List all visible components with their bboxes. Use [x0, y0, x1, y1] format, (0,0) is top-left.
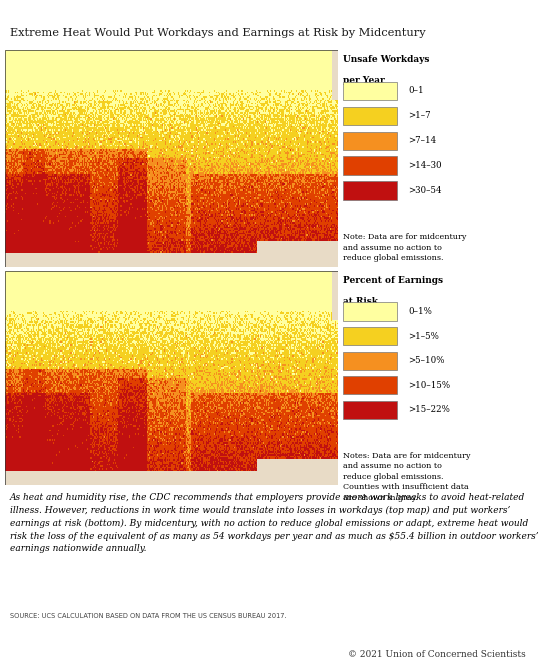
FancyBboxPatch shape	[343, 351, 396, 370]
FancyBboxPatch shape	[343, 376, 396, 394]
FancyBboxPatch shape	[343, 107, 396, 125]
FancyBboxPatch shape	[343, 327, 396, 345]
Text: Percent of Earnings: Percent of Earnings	[343, 276, 443, 285]
Text: >7–14: >7–14	[408, 136, 436, 145]
FancyBboxPatch shape	[343, 401, 396, 419]
Text: 0–1%: 0–1%	[408, 307, 432, 316]
Text: >5–10%: >5–10%	[408, 356, 444, 365]
Text: As heat and humidity rise, the CDC recommends that employers provide more work b: As heat and humidity rise, the CDC recom…	[10, 493, 538, 553]
Text: >15–22%: >15–22%	[408, 405, 450, 415]
FancyBboxPatch shape	[343, 181, 396, 200]
Text: at Risk: at Risk	[343, 297, 378, 306]
Text: Notes: Data are for midcentury
and assume no action to
reduce global emissions.
: Notes: Data are for midcentury and assum…	[343, 452, 470, 502]
Text: SOURCE: UCS CALCULATION BASED ON DATA FROM THE US CENSUS BUREAU 2017.: SOURCE: UCS CALCULATION BASED ON DATA FR…	[10, 613, 286, 619]
Text: © 2021 Union of Concerned Scientists: © 2021 Union of Concerned Scientists	[348, 650, 525, 659]
Text: >30–54: >30–54	[408, 186, 442, 195]
Text: >1–5%: >1–5%	[408, 331, 439, 341]
FancyBboxPatch shape	[343, 302, 396, 321]
FancyBboxPatch shape	[343, 157, 396, 175]
Text: Extreme Heat Would Put Workdays and Earnings at Risk by Midcentury: Extreme Heat Would Put Workdays and Earn…	[10, 28, 426, 38]
Text: >10–15%: >10–15%	[408, 381, 450, 390]
Text: >14–30: >14–30	[408, 161, 442, 170]
Text: 0–1: 0–1	[408, 87, 424, 95]
Text: Unsafe Workdays: Unsafe Workdays	[343, 54, 429, 64]
Text: >1–7: >1–7	[408, 112, 431, 120]
Text: per Year: per Year	[343, 77, 384, 85]
Text: Note: Data are for midcentury
and assume no action to
reduce global emissions.: Note: Data are for midcentury and assume…	[343, 233, 466, 262]
FancyBboxPatch shape	[343, 132, 396, 150]
FancyBboxPatch shape	[343, 82, 396, 100]
